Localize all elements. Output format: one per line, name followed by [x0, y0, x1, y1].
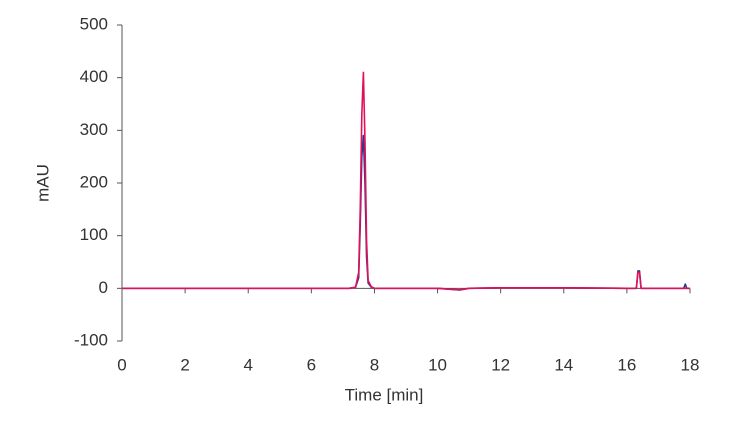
y-axis-label: mAU: [33, 164, 52, 202]
x-tick-label: 2: [180, 355, 189, 374]
x-tick-label: 14: [554, 355, 573, 374]
y-tick-label: 300: [80, 120, 108, 139]
y-tick-label: -100: [74, 330, 108, 349]
x-tick-label: 0: [117, 355, 126, 374]
x-tick-label: 12: [491, 355, 510, 374]
x-tick-label: 18: [681, 355, 700, 374]
series-line: [122, 134, 690, 291]
y-tick-label: 500: [80, 14, 108, 33]
x-axis-label: Time [min]: [345, 385, 424, 404]
series-line: [122, 71, 690, 291]
y-tick-label: 400: [80, 67, 108, 86]
x-tick-label: 8: [370, 355, 379, 374]
x-tick-label: 6: [307, 355, 316, 374]
y-tick-label: 0: [99, 278, 108, 297]
x-tick-label: 16: [617, 355, 636, 374]
y-tick-label: 100: [80, 225, 108, 244]
y-tick-label: 200: [80, 172, 108, 191]
x-tick-label: 4: [243, 355, 252, 374]
x-tick-label: 10: [428, 355, 447, 374]
